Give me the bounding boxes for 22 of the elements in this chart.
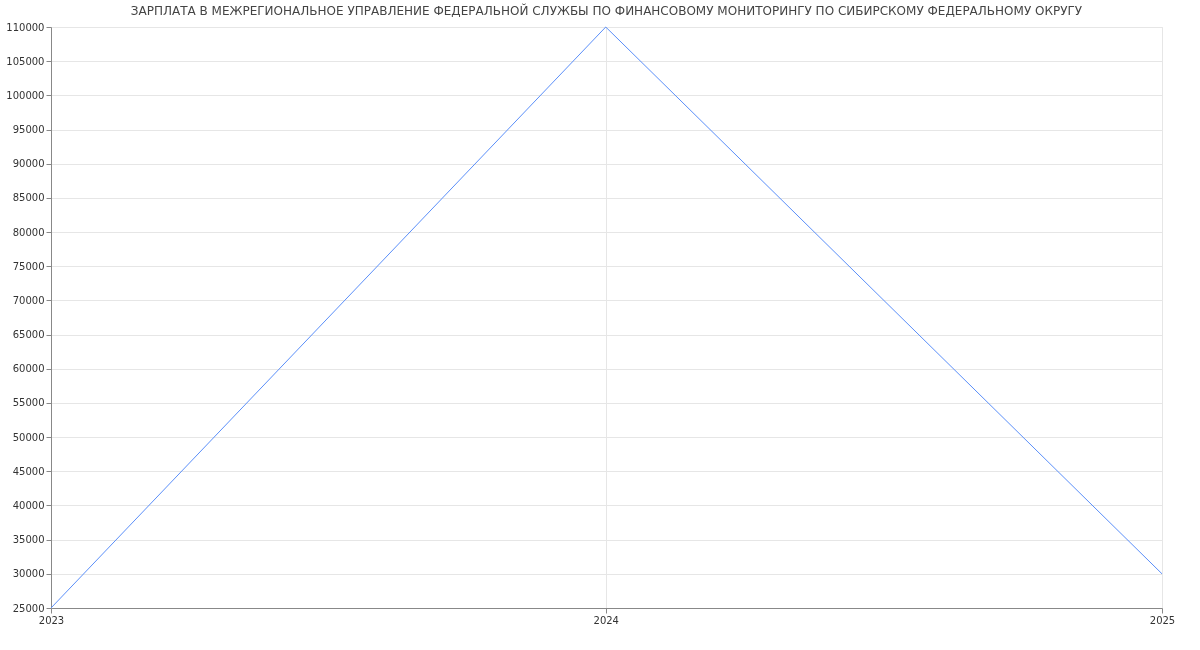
y-tick-label: 60000 bbox=[12, 363, 45, 375]
y-tick-label: 30000 bbox=[12, 568, 45, 580]
y-tick-label: 80000 bbox=[12, 226, 45, 238]
y-tick-label: 35000 bbox=[12, 534, 45, 546]
y-tick-label: 110000 bbox=[6, 21, 45, 33]
y-tick-label: 105000 bbox=[6, 55, 45, 67]
y-tick-label: 75000 bbox=[12, 260, 45, 272]
x-tick-label: 2023 bbox=[38, 614, 65, 626]
y-tick-label: 85000 bbox=[12, 192, 45, 204]
chart-title: ЗАРПЛАТА В МЕЖРЕГИОНАЛЬНОЕ УПРАВЛЕНИЕ ФЕДЕРАЛЬНОЙ СЛУЖБЫ ПО ФИНАНСОВОМУ МОНИТОРИНГУ ПО СИБИРСКОМУ ФЕДЕРАЛЬНОМУ ОКРУГУ bbox=[130, 3, 1083, 18]
y-tick-label: 50000 bbox=[12, 431, 45, 443]
y-tick-label: 70000 bbox=[12, 294, 45, 306]
y-tick-label: 25000 bbox=[12, 602, 45, 614]
y-tick-label: 45000 bbox=[12, 465, 45, 477]
y-tick-label: 95000 bbox=[12, 124, 45, 136]
y-tick-label: 65000 bbox=[12, 329, 45, 341]
y-tick-label: 100000 bbox=[6, 89, 45, 101]
y-tick-label: 40000 bbox=[12, 499, 45, 511]
y-tick-label: 90000 bbox=[12, 158, 45, 170]
x-tick-label: 2024 bbox=[593, 614, 619, 626]
x-tick-label: 2025 bbox=[1149, 614, 1176, 626]
y-tick-label: 55000 bbox=[12, 397, 45, 409]
